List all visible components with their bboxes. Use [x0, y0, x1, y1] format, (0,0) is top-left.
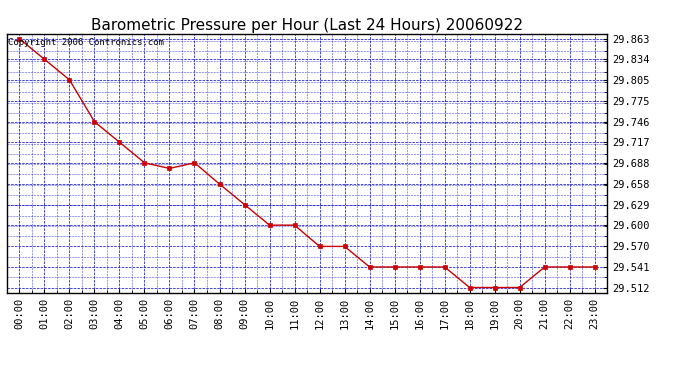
- Text: Copyright 2006 Contronics.com: Copyright 2006 Contronics.com: [8, 38, 164, 46]
- Title: Barometric Pressure per Hour (Last 24 Hours) 20060922: Barometric Pressure per Hour (Last 24 Ho…: [91, 18, 523, 33]
